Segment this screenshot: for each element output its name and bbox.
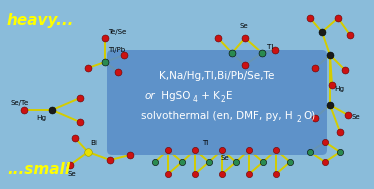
Text: Tl: Tl [267, 44, 273, 50]
Text: Se/Te: Se/Te [10, 100, 28, 106]
Text: Tl: Tl [202, 140, 208, 146]
Text: or: or [145, 91, 156, 101]
Text: solvothermal (en, DMF, py, H: solvothermal (en, DMF, py, H [141, 111, 293, 121]
Text: E: E [226, 91, 233, 101]
Text: 2: 2 [221, 94, 226, 104]
Text: Se: Se [68, 171, 77, 177]
Text: Se: Se [240, 23, 248, 29]
Text: Tl/Pb: Tl/Pb [108, 47, 125, 53]
Text: + K: + K [198, 91, 220, 101]
Text: O): O) [303, 111, 315, 121]
Text: ...small: ...small [7, 163, 70, 177]
Text: HgSO: HgSO [158, 91, 190, 101]
Text: Bi: Bi [90, 140, 97, 146]
Text: 4: 4 [193, 94, 198, 104]
Text: Hg: Hg [36, 115, 46, 121]
Text: heavy...: heavy... [7, 12, 74, 28]
Text: Se: Se [221, 155, 229, 161]
Text: Se: Se [352, 114, 361, 120]
FancyBboxPatch shape [107, 50, 327, 155]
Text: Te/Se: Te/Se [108, 29, 126, 35]
Text: K,Na/Hg,Tl,Bi/Pb/Se,Te: K,Na/Hg,Tl,Bi/Pb/Se,Te [159, 71, 275, 81]
Text: Hg: Hg [334, 86, 344, 92]
Text: 2: 2 [297, 115, 302, 123]
